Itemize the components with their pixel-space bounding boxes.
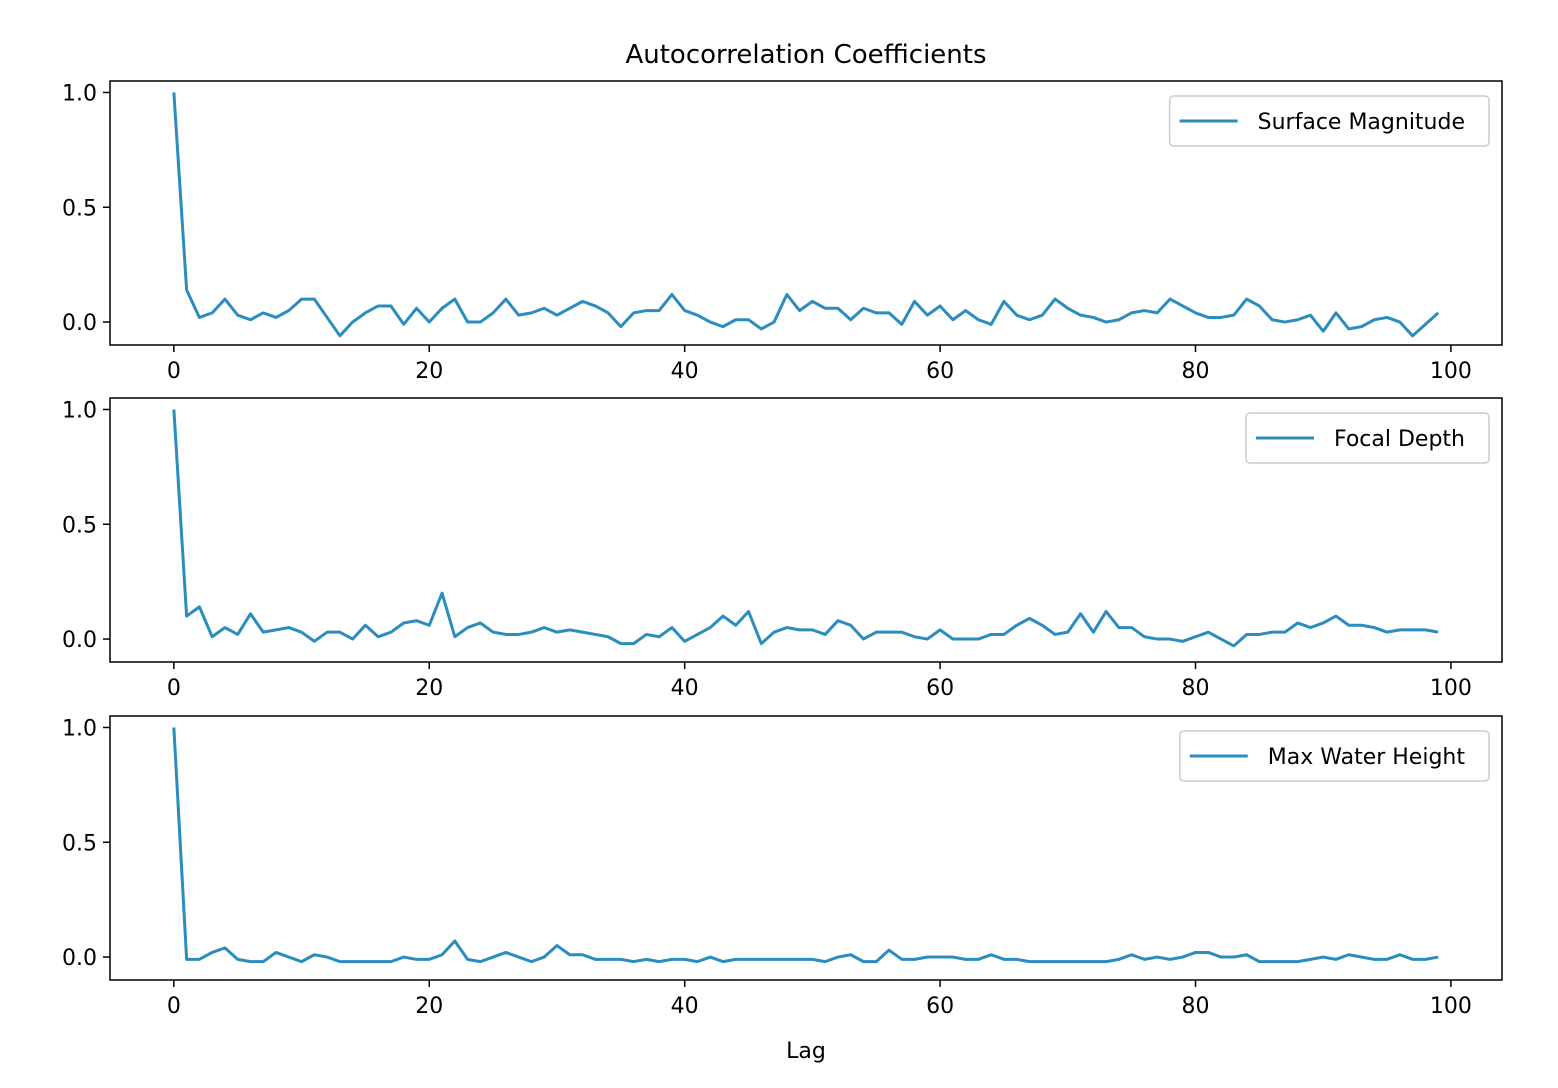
x-tick-label: 60	[926, 994, 954, 1019]
x-tick-label: 80	[1182, 676, 1210, 701]
x-tick-label: 0	[167, 994, 181, 1019]
legend-label: Max Water Height	[1268, 745, 1466, 770]
x-tick-label: 0	[167, 359, 181, 384]
x-tick-label: 20	[415, 359, 443, 384]
x-tick-label: 0	[167, 676, 181, 701]
x-tick-label: 60	[926, 676, 954, 701]
legend-box	[1179, 730, 1490, 782]
y-tick-label: 1.0	[62, 716, 97, 741]
series-line	[172, 92, 1440, 338]
x-tick-label: 20	[415, 994, 443, 1019]
series-line	[172, 727, 1439, 964]
y-tick-label: 0.5	[62, 196, 97, 221]
x-tick-label: 100	[1430, 676, 1472, 701]
axes-frame	[109, 397, 1503, 663]
y-tick-label: 1.0	[62, 398, 97, 423]
x-tick-label: 40	[671, 676, 699, 701]
legend: Focal Depth	[1245, 412, 1490, 464]
legend-box	[1168, 95, 1490, 147]
y-tick-label: 0.5	[62, 513, 97, 538]
legend: Max Water Height	[1179, 730, 1490, 782]
subplot-1: 0 20 40 60 80 100 0.0 0.5 1.0 Surface Magnitude	[62, 80, 1503, 384]
legend-label: Surface Magnitude	[1258, 110, 1465, 135]
subplot-2: 0 20 40 60 80 100 0.0 0.5 1.0 Focal Depth	[62, 397, 1503, 701]
subplot-3: 0 20 40 60 80 100 0.0 0.5 1.0 Max Water Height	[62, 715, 1503, 1019]
legend-label: Focal Depth	[1334, 427, 1465, 452]
legend-box	[1245, 412, 1490, 464]
y-tick-label: 0.0	[62, 311, 97, 336]
x-tick-label: 80	[1182, 994, 1210, 1019]
axes-frame	[109, 715, 1503, 981]
legend: Surface Magnitude	[1168, 95, 1490, 147]
x-tick-label: 100	[1430, 359, 1472, 384]
y-tick-label: 1.0	[62, 81, 97, 106]
y-tick-label: 0.0	[62, 628, 97, 653]
axes-frame	[109, 80, 1503, 346]
x-tick-label: 40	[671, 994, 699, 1019]
y-tick-label: 0.5	[62, 831, 97, 856]
x-tick-label: 20	[415, 676, 443, 701]
subplots: 0 20 40 60 80 100 0.0 0.5 1.0 Surface Magnitude 0 2…	[62, 80, 1503, 1019]
chart-title: Autocorrelation Coefficients	[625, 40, 986, 70]
x-tick-label: 60	[926, 359, 954, 384]
y-tick-label: 0.0	[62, 946, 97, 971]
x-tick-label: 80	[1182, 359, 1210, 384]
series-line	[172, 409, 1439, 648]
x-tick-label: 100	[1430, 994, 1472, 1019]
x-axis-label: Lag	[786, 1039, 826, 1064]
x-tick-label: 40	[671, 359, 699, 384]
